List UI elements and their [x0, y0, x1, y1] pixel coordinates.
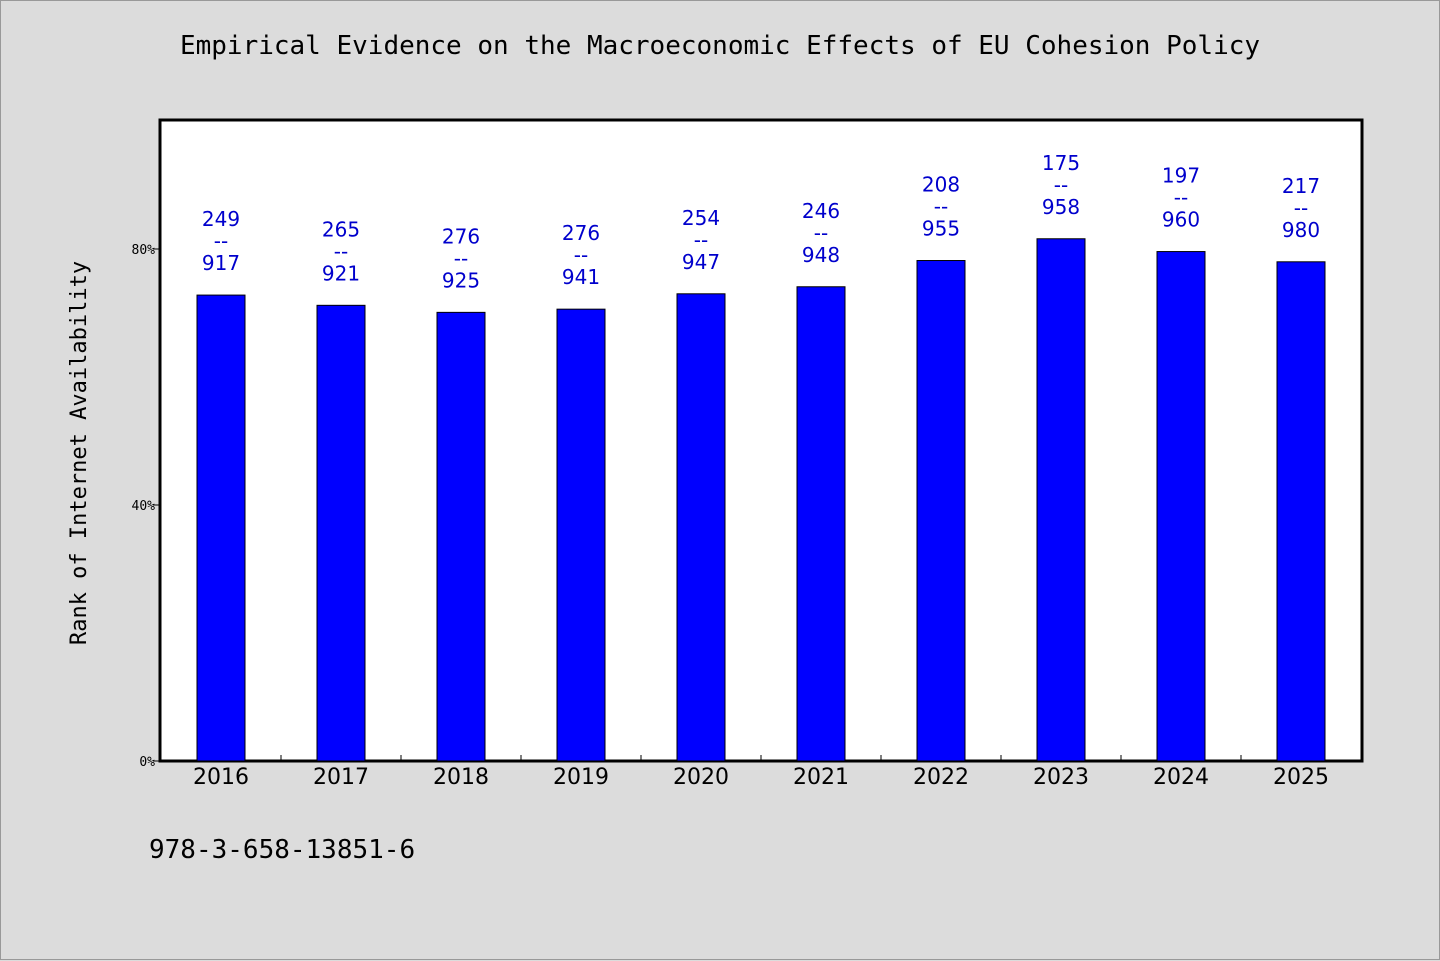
bar [316, 304, 366, 762]
y-axis-label: Rank of Internet Availability [67, 261, 92, 645]
data-label: 254 [682, 206, 720, 230]
bar [1036, 238, 1086, 762]
data-label: 197 [1162, 164, 1200, 188]
data-label: 980 [1282, 218, 1320, 242]
x-tick-label: 2024 [1153, 765, 1209, 790]
x-tick-label: 2020 [673, 765, 729, 790]
bar [796, 286, 846, 762]
x-tick-label: 2016 [193, 765, 249, 790]
data-label: -- [1174, 186, 1188, 210]
bar [676, 293, 726, 762]
data-label: 249 [202, 207, 240, 231]
y-tick-label: 0% [139, 755, 155, 770]
data-label: 955 [922, 217, 960, 241]
data-label: -- [574, 243, 588, 267]
x-tick-label: 2018 [433, 765, 489, 790]
bar [1156, 251, 1206, 762]
data-label: 941 [562, 265, 600, 289]
data-label: 265 [322, 217, 360, 241]
data-label: 948 [802, 243, 840, 267]
x-tick-label: 2022 [913, 765, 969, 790]
data-label: -- [454, 246, 468, 270]
bar [556, 308, 606, 762]
data-label: -- [214, 229, 228, 253]
data-label: -- [934, 195, 948, 219]
data-label: 208 [922, 173, 960, 197]
data-label: -- [694, 228, 708, 252]
data-label: 960 [1162, 208, 1200, 232]
axis-ticks: 0% 40% 80% 2016 2017 2018 2019 2020 2021 2022 2023… [132, 243, 1329, 790]
y-tick-label: 80% [132, 243, 156, 258]
data-label: -- [1294, 196, 1308, 220]
x-tick-label: 2025 [1273, 765, 1329, 790]
data-label: 925 [442, 268, 480, 292]
data-label: 175 [1042, 151, 1080, 175]
y-tick-label: 40% [132, 499, 156, 514]
bar [436, 311, 486, 762]
x-tick-label: 2023 [1033, 765, 1089, 790]
x-tick-label: 2019 [553, 765, 609, 790]
isbn-text: 978-3-658-13851-6 [149, 835, 416, 865]
bar [196, 294, 246, 762]
data-label: -- [1054, 173, 1068, 197]
data-label: 276 [442, 224, 480, 248]
chart-title: Empirical Evidence on the Macroeconomic … [179, 31, 1261, 61]
data-label: 947 [682, 250, 720, 274]
data-label: -- [334, 239, 348, 263]
data-label: 217 [1282, 174, 1320, 198]
data-label: 921 [322, 261, 360, 285]
x-tick-label: 2017 [313, 765, 369, 790]
bars-group [196, 238, 1326, 762]
data-label: 917 [202, 251, 240, 275]
x-tick-label: 2021 [793, 765, 849, 790]
data-label: 958 [1042, 195, 1080, 219]
data-label: 276 [562, 221, 600, 245]
bar [1276, 261, 1326, 762]
data-label: 246 [802, 199, 840, 223]
data-label: -- [814, 221, 828, 245]
data-labels-group: 249--917265--921276--925276--941254--947… [202, 151, 1320, 293]
bar [916, 260, 966, 762]
